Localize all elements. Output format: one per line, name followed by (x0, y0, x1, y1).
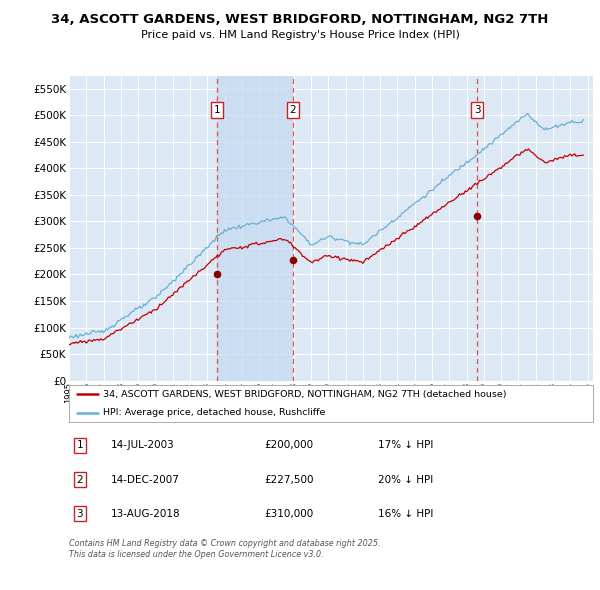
Text: £227,500: £227,500 (264, 474, 314, 484)
Text: Contains HM Land Registry data © Crown copyright and database right 2025.
This d: Contains HM Land Registry data © Crown c… (69, 539, 380, 559)
Text: 2: 2 (76, 474, 83, 484)
Text: 13-AUG-2018: 13-AUG-2018 (111, 509, 181, 519)
Text: 3: 3 (474, 105, 481, 115)
Text: Price paid vs. HM Land Registry's House Price Index (HPI): Price paid vs. HM Land Registry's House … (140, 30, 460, 40)
Text: 3: 3 (76, 509, 83, 519)
Text: 2: 2 (290, 105, 296, 115)
Text: 34, ASCOTT GARDENS, WEST BRIDGFORD, NOTTINGHAM, NG2 7TH (detached house): 34, ASCOTT GARDENS, WEST BRIDGFORD, NOTT… (103, 390, 506, 399)
Text: 1: 1 (76, 440, 83, 450)
Text: 14-JUL-2003: 14-JUL-2003 (111, 440, 175, 450)
Text: HPI: Average price, detached house, Rushcliffe: HPI: Average price, detached house, Rush… (103, 408, 325, 417)
Text: £200,000: £200,000 (264, 440, 313, 450)
Text: 17% ↓ HPI: 17% ↓ HPI (378, 440, 433, 450)
Text: 16% ↓ HPI: 16% ↓ HPI (378, 509, 433, 519)
Text: 34, ASCOTT GARDENS, WEST BRIDGFORD, NOTTINGHAM, NG2 7TH: 34, ASCOTT GARDENS, WEST BRIDGFORD, NOTT… (52, 13, 548, 26)
Text: £310,000: £310,000 (264, 509, 313, 519)
Text: 1: 1 (214, 105, 220, 115)
Bar (217, 76, 293, 381)
Text: 20% ↓ HPI: 20% ↓ HPI (378, 474, 433, 484)
Text: 14-DEC-2007: 14-DEC-2007 (111, 474, 180, 484)
